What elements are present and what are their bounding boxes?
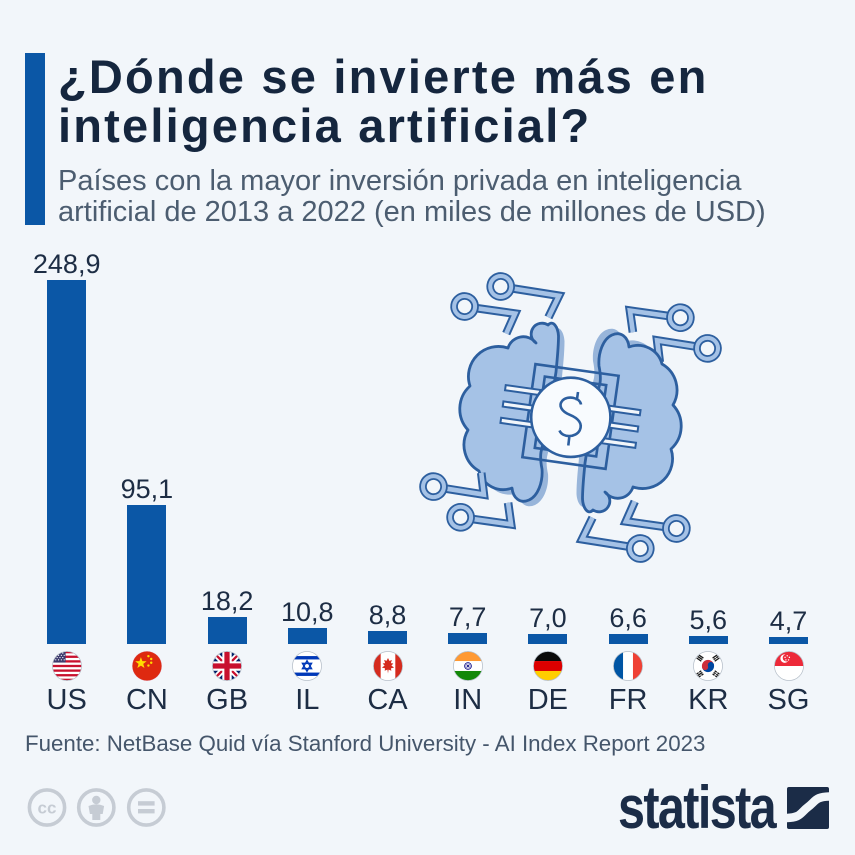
svg-text:statista: statista [618,774,777,841]
svg-text:cc: cc [38,799,57,818]
